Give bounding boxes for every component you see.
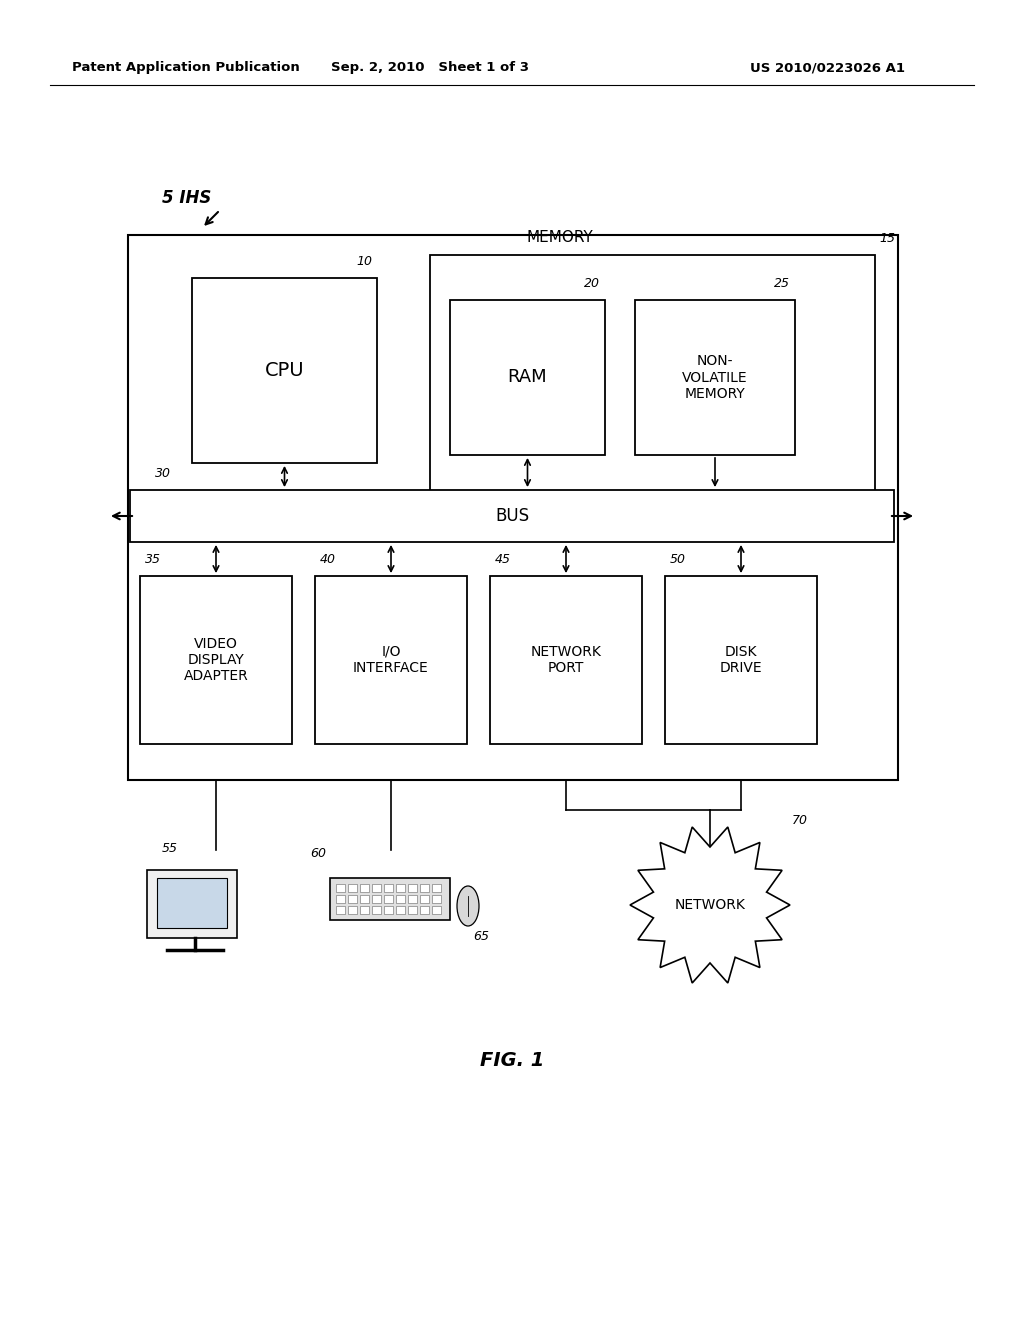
Bar [140,576,292,744]
Bar [360,895,369,903]
Bar [128,235,898,780]
Bar [432,884,441,892]
Bar [330,878,450,920]
Text: Patent Application Publication: Patent Application Publication [72,62,300,74]
Text: 65: 65 [473,931,489,942]
Bar [384,895,393,903]
Bar [372,906,381,913]
Text: 40: 40 [319,553,336,566]
Bar [635,300,795,455]
Text: 55: 55 [162,842,178,855]
Bar [396,884,406,892]
Text: 10: 10 [356,255,372,268]
Bar [396,906,406,913]
Bar [360,906,369,913]
Bar [315,576,467,744]
Bar [348,884,357,892]
Text: BUS: BUS [495,507,529,525]
Text: MEMORY: MEMORY [526,230,593,246]
Text: US 2010/0223026 A1: US 2010/0223026 A1 [750,62,905,74]
Text: 60: 60 [310,847,326,861]
Bar [336,884,345,892]
Text: 15: 15 [879,232,895,246]
Polygon shape [630,828,790,983]
Text: 45: 45 [495,553,511,566]
Bar [408,884,417,892]
Ellipse shape [457,886,479,927]
Text: CPU: CPU [264,360,304,380]
Text: 5 IHS: 5 IHS [162,189,211,207]
Text: 25: 25 [774,277,790,290]
Bar [336,895,345,903]
Bar [408,906,417,913]
Bar [147,870,237,939]
Bar [348,895,357,903]
Text: 35: 35 [145,553,161,566]
Bar [432,906,441,913]
Bar [396,895,406,903]
Bar [336,906,345,913]
Bar [430,255,874,525]
Bar [384,884,393,892]
Bar [665,576,817,744]
Text: NETWORK: NETWORK [675,898,745,912]
Bar [450,300,605,455]
Bar [408,895,417,903]
Bar [432,895,441,903]
Text: FIG. 1: FIG. 1 [480,1051,544,1069]
Bar [490,576,642,744]
Text: RAM: RAM [508,368,547,387]
Bar [420,906,429,913]
Bar [348,906,357,913]
Text: 50: 50 [670,553,686,566]
Bar [372,895,381,903]
Text: 30: 30 [155,467,171,480]
Text: I/O
INTERFACE: I/O INTERFACE [353,645,429,675]
Text: NETWORK
PORT: NETWORK PORT [530,645,601,675]
Bar [420,884,429,892]
Bar [372,884,381,892]
Text: Sep. 2, 2010   Sheet 1 of 3: Sep. 2, 2010 Sheet 1 of 3 [331,62,529,74]
Text: NON-
VOLATILE
MEMORY: NON- VOLATILE MEMORY [682,354,748,401]
Bar [360,884,369,892]
Text: VIDEO
DISPLAY
ADAPTER: VIDEO DISPLAY ADAPTER [183,636,249,684]
Text: 20: 20 [584,277,600,290]
Text: DISK
DRIVE: DISK DRIVE [720,645,762,675]
Bar [193,279,377,463]
Text: 70: 70 [792,814,808,828]
Bar [384,906,393,913]
Bar [157,878,227,928]
Bar [420,895,429,903]
Bar [130,490,894,543]
